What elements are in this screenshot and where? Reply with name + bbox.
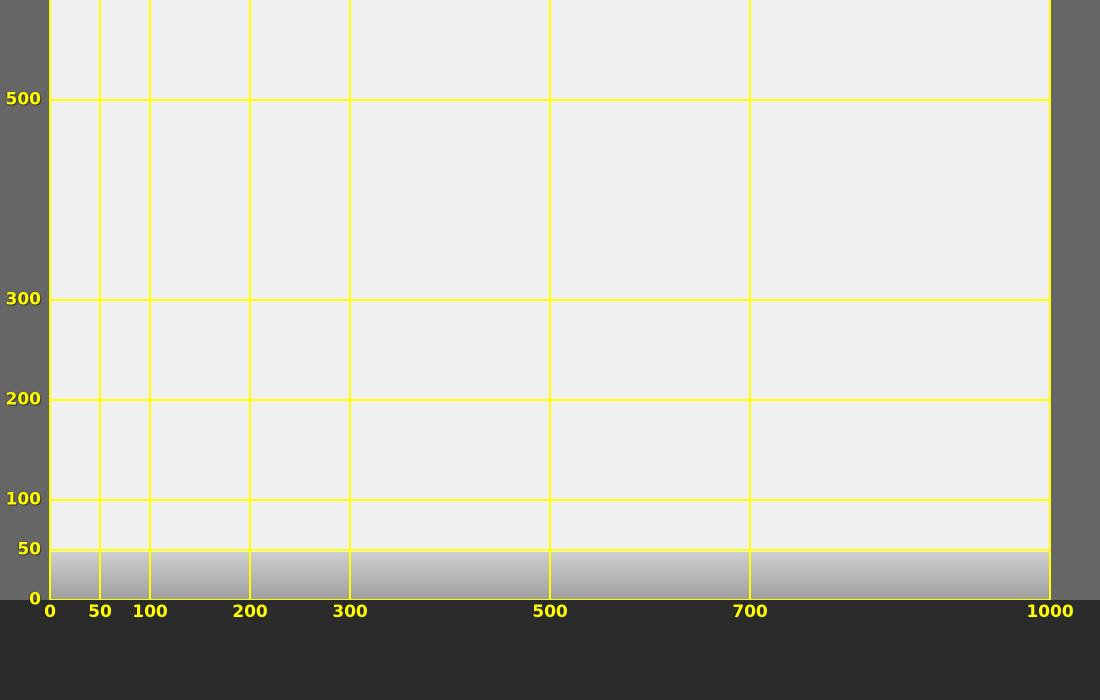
- x-tick-label-300: 300: [332, 602, 368, 622]
- y-tick-label-500: 500: [5, 89, 42, 110]
- y-tick-label-300: 300: [5, 289, 42, 310]
- x-tick-label-1000: 1000: [1026, 602, 1074, 622]
- grid-hline-200: [50, 399, 1050, 401]
- y-tick-label-100: 100: [5, 489, 42, 510]
- bottom-bar: [0, 600, 1100, 700]
- grid-hline-300: [50, 299, 1050, 301]
- x-tick-label-100: 100: [132, 602, 168, 622]
- y-tick-label-200: 200: [5, 389, 42, 410]
- grid-vline-1000: [1049, 0, 1051, 600]
- grid-hline-500: [50, 99, 1050, 101]
- y-tick-label-50: 50: [17, 539, 41, 560]
- grid-hline-50: [50, 549, 1050, 551]
- y-tick-label-0: 0: [29, 589, 41, 610]
- grid-hline-100: [50, 499, 1050, 501]
- x-tick-label-0: 0: [44, 602, 56, 622]
- x-tick-label-200: 200: [232, 602, 268, 622]
- x-tick-label-700: 700: [732, 602, 768, 622]
- x-tick-label-500: 500: [532, 602, 568, 622]
- x-tick-label-50: 50: [88, 602, 112, 622]
